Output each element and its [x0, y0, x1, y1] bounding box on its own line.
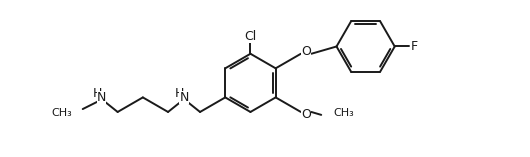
Text: O: O: [301, 108, 311, 121]
Text: H: H: [175, 87, 184, 100]
Text: N: N: [97, 91, 107, 104]
Text: CH₃: CH₃: [333, 108, 354, 118]
Text: Cl: Cl: [244, 30, 257, 43]
Text: F: F: [411, 40, 418, 53]
Text: CH₃: CH₃: [51, 108, 72, 118]
Text: N: N: [179, 91, 189, 104]
Text: H: H: [93, 87, 102, 100]
Text: O: O: [301, 45, 311, 58]
